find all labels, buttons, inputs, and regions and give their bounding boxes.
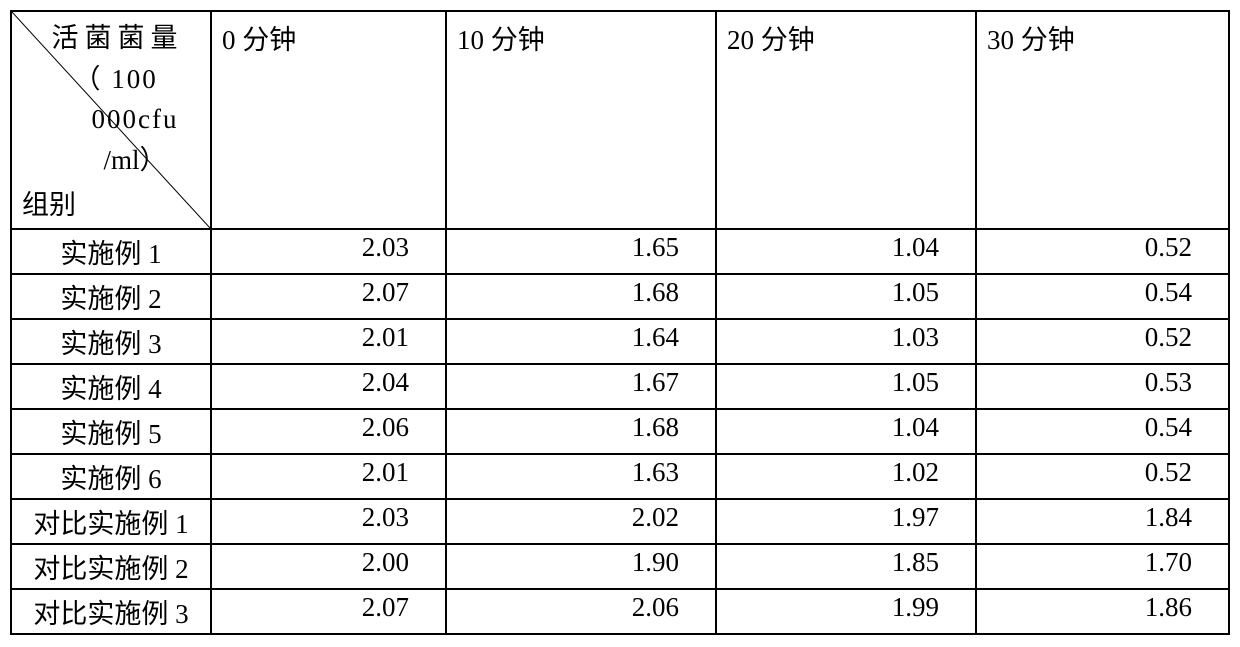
table-row: 对比实施例 12.032.021.971.84 (11, 499, 1229, 544)
row-label: 对比实施例 3 (11, 589, 211, 634)
header-top-line4: /ml） (52, 140, 201, 181)
data-cell: 2.00 (211, 544, 446, 589)
column-header: 0 分钟 (211, 11, 446, 229)
header-top-line2: （ 100 (52, 59, 201, 100)
table-row: 实施例 42.041.671.050.53 (11, 364, 1229, 409)
table-row: 实施例 22.071.681.050.54 (11, 274, 1229, 319)
table-header-row: 活菌菌量 （ 100 000cfu /ml） 组别 0 分钟 10 分钟 20 … (11, 11, 1229, 229)
data-cell: 1.04 (716, 229, 976, 274)
row-label: 实施例 5 (11, 409, 211, 454)
data-cell: 1.90 (446, 544, 716, 589)
table-body: 实施例 12.031.651.040.52实施例 22.071.681.050.… (11, 229, 1229, 634)
data-cell: 2.01 (211, 319, 446, 364)
data-cell: 1.03 (716, 319, 976, 364)
header-bottom-label: 组别 (22, 183, 76, 222)
data-cell: 2.06 (446, 589, 716, 634)
data-cell: 1.05 (716, 274, 976, 319)
column-header: 30 分钟 (976, 11, 1229, 229)
data-cell: 1.64 (446, 319, 716, 364)
data-cell: 1.05 (716, 364, 976, 409)
row-label: 对比实施例 1 (11, 499, 211, 544)
data-cell: 1.70 (976, 544, 1229, 589)
data-cell: 1.04 (716, 409, 976, 454)
data-cell: 0.53 (976, 364, 1229, 409)
data-cell: 2.06 (211, 409, 446, 454)
data-cell: 2.04 (211, 364, 446, 409)
data-cell: 2.01 (211, 454, 446, 499)
data-cell: 0.54 (976, 409, 1229, 454)
data-cell: 0.52 (976, 229, 1229, 274)
table-row: 对比实施例 22.001.901.851.70 (11, 544, 1229, 589)
row-label: 实施例 1 (11, 229, 211, 274)
data-cell: 1.02 (716, 454, 976, 499)
row-label: 实施例 3 (11, 319, 211, 364)
table-row: 实施例 62.011.631.020.52 (11, 454, 1229, 499)
data-cell: 2.02 (446, 499, 716, 544)
data-cell: 2.07 (211, 589, 446, 634)
data-cell: 0.52 (976, 319, 1229, 364)
data-cell: 0.52 (976, 454, 1229, 499)
row-label: 实施例 6 (11, 454, 211, 499)
column-header: 20 分钟 (716, 11, 976, 229)
data-cell: 1.63 (446, 454, 716, 499)
data-cell: 1.84 (976, 499, 1229, 544)
data-cell: 1.97 (716, 499, 976, 544)
data-cell: 1.99 (716, 589, 976, 634)
header-top-label: 活菌菌量 （ 100 000cfu /ml） (52, 18, 201, 180)
data-cell: 2.07 (211, 274, 446, 319)
table-row: 实施例 12.031.651.040.52 (11, 229, 1229, 274)
row-label: 实施例 2 (11, 274, 211, 319)
column-header: 10 分钟 (446, 11, 716, 229)
table-row: 实施例 52.061.681.040.54 (11, 409, 1229, 454)
table-row: 实施例 32.011.641.030.52 (11, 319, 1229, 364)
row-label: 对比实施例 2 (11, 544, 211, 589)
data-cell: 1.65 (446, 229, 716, 274)
data-cell: 1.67 (446, 364, 716, 409)
data-cell: 2.03 (211, 499, 446, 544)
data-cell: 1.85 (716, 544, 976, 589)
table-row: 对比实施例 32.072.061.991.86 (11, 589, 1229, 634)
diagonal-header-cell: 活菌菌量 （ 100 000cfu /ml） 组别 (11, 11, 211, 229)
data-table: 活菌菌量 （ 100 000cfu /ml） 组别 0 分钟 10 分钟 20 … (10, 10, 1230, 635)
header-top-line3: 000cfu (52, 99, 201, 140)
header-top-line1: 活菌菌量 (52, 23, 184, 53)
data-cell: 1.68 (446, 274, 716, 319)
data-cell: 1.68 (446, 409, 716, 454)
data-cell: 1.86 (976, 589, 1229, 634)
row-label: 实施例 4 (11, 364, 211, 409)
data-cell: 2.03 (211, 229, 446, 274)
data-cell: 0.54 (976, 274, 1229, 319)
